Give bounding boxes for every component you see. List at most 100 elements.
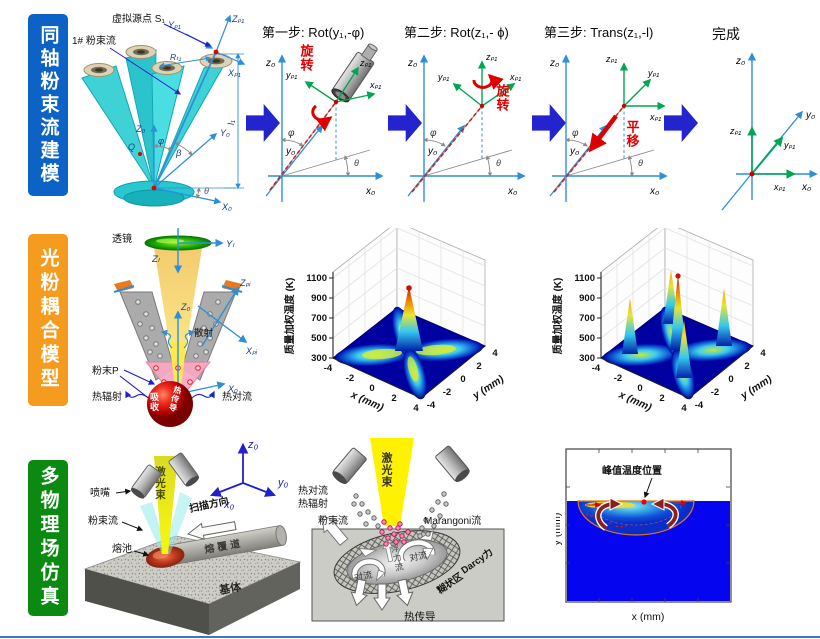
laser-label: 激光束 bbox=[380, 451, 394, 488]
x0-label: x₀ bbox=[365, 186, 375, 197]
ytick: 2 bbox=[476, 361, 481, 372]
done-diagram: z₀ y₀ x₀ zₚ₁ yₚ₁ xₚ₁ bbox=[721, 52, 818, 211]
powder-dots-hot bbox=[379, 519, 411, 547]
y0-label: y₀ bbox=[285, 146, 295, 157]
zpi-label: Zₚᵢ bbox=[239, 278, 251, 288]
powder-label: 粉束流 bbox=[88, 514, 118, 527]
xpi-label: Xₚᵢ bbox=[245, 346, 258, 356]
ztick: 1100 bbox=[574, 273, 595, 284]
done-title: 完成 bbox=[712, 26, 740, 42]
ztick: 700 bbox=[579, 313, 595, 324]
virtual-source-label: 虚拟源点 S₁ bbox=[112, 12, 165, 25]
theta-label: θ bbox=[354, 158, 359, 168]
radiation-loss-label: 热辐射 bbox=[298, 497, 328, 510]
loss-arrow bbox=[321, 515, 349, 546]
rotation-arrow bbox=[311, 104, 333, 132]
center-peak bbox=[395, 286, 423, 351]
laser-beam bbox=[154, 456, 178, 554]
conduction-label: 热传导 bbox=[404, 610, 436, 623]
axis-xo-label: X₀ bbox=[221, 202, 232, 212]
y-tick-labels: -4 -2 0 2 4 bbox=[427, 348, 499, 411]
center-peak bbox=[670, 274, 686, 350]
row1-side-label: 同轴粉束流建模 bbox=[28, 14, 68, 196]
y-axis-label: y (mm) bbox=[470, 373, 507, 403]
virtual-source-leader bbox=[163, 23, 212, 47]
axis-zo-label: Z₀ bbox=[135, 124, 145, 134]
powder-dots-gray bbox=[351, 491, 449, 539]
y0-label: y₀ bbox=[805, 110, 815, 121]
radius-label: Rₜ₁ bbox=[170, 52, 182, 62]
absorb-label: 吸收 bbox=[149, 392, 160, 412]
deposition-figure: 熔覆道 激光束 喷嘴 粉束流 熔池 扫描方向 基体 z₀ x₀ y₀ bbox=[83, 439, 302, 635]
x-axis-label: x (mm) bbox=[348, 388, 386, 414]
axis-xp1-label: Xₚ₁ bbox=[227, 68, 241, 78]
zo-label: Z₀ bbox=[180, 302, 190, 312]
xtick: 0 bbox=[637, 383, 642, 394]
ztick: 900 bbox=[311, 293, 327, 304]
powder-stream-right bbox=[164, 492, 192, 554]
xtick: -4 bbox=[592, 363, 601, 374]
phi-label: φ bbox=[158, 136, 164, 147]
virtual-source-point bbox=[213, 49, 219, 55]
nozzle-right bbox=[435, 445, 470, 483]
coaxial-nozzle-figure: 虚拟源点 S₁ 1# 粉束流 Zₚ₁ Yₚ₁ Xₚ₁ Rₜ₁ φ β Z₀ Q … bbox=[72, 12, 246, 212]
axis-yo-label: Y₀ bbox=[220, 128, 230, 138]
rotation-arrow bbox=[472, 73, 504, 90]
nozzle-axes-lines bbox=[150, 14, 246, 205]
z-tick-labels: 300 500 700 900 1100 bbox=[306, 273, 327, 364]
side-peak-left bbox=[622, 298, 638, 354]
ytick: 4 bbox=[492, 348, 498, 359]
peak-temperature-point bbox=[641, 499, 647, 505]
y0-label: y₀ bbox=[569, 146, 579, 157]
ztick: 700 bbox=[311, 313, 327, 324]
y-tick-labels: -4 -2 0 2 4 bbox=[695, 348, 767, 411]
scatter-label: 散射 bbox=[194, 327, 214, 339]
row3-side-label: 多物理场仿真 bbox=[28, 460, 68, 616]
zp1-label: zₚ₁ bbox=[729, 126, 741, 136]
step2-diagram: z₀ x₀ y₀ φ θ zₚ₁ yₚ₁ xₚ₁ 旋转 bbox=[407, 52, 526, 202]
xtick: 0 bbox=[369, 383, 374, 394]
surface-plot-2: 300 500 700 900 1100 质量加权温度 (K) -4 -2 0 … bbox=[551, 228, 774, 414]
ytick: -4 bbox=[695, 400, 704, 411]
conduction-arrows bbox=[350, 578, 414, 611]
yp1-label: yₚ₁ bbox=[285, 70, 297, 80]
step3-diagram: z₀ x₀ y₀ φ θ zₚ₁ yₚ₁ xₚ₁ 平移 bbox=[549, 54, 668, 202]
x0-label: x₀ bbox=[507, 186, 517, 197]
axis-zp1-label: Zₚ₁ bbox=[231, 14, 244, 24]
x0-label: x₀ bbox=[801, 182, 811, 193]
y-axis-label: y (mm) bbox=[556, 513, 563, 546]
stream-label: 1# 粉束流 bbox=[72, 34, 116, 47]
powder-particle-sphere bbox=[147, 381, 193, 427]
plot-ticks bbox=[566, 449, 730, 602]
theta-label: θ bbox=[204, 186, 209, 196]
step2-title: 第二步: Rot(z₁,- ϕ) bbox=[404, 25, 509, 40]
xtick: -4 bbox=[324, 363, 333, 374]
convection-label: 热对流 bbox=[222, 390, 252, 403]
laser-beam bbox=[370, 438, 414, 526]
xp1-label: xₚ₁ bbox=[649, 112, 661, 122]
stream-leader bbox=[109, 47, 182, 95]
ytick: 4 bbox=[760, 348, 766, 359]
ytick: 2 bbox=[744, 361, 749, 372]
z-ticks bbox=[597, 277, 601, 359]
xtick: -2 bbox=[614, 373, 622, 384]
ytick: -2 bbox=[443, 387, 451, 398]
scan-arrow bbox=[186, 521, 237, 541]
step1-diagram: z₀ x₀ y₀ φ θ zₚ₁ yₚ₁ xₚ₁ 旋转 bbox=[265, 43, 384, 202]
powder-label: 粉末P bbox=[92, 364, 119, 377]
marangoni-label: Marangoni流 bbox=[424, 514, 481, 527]
nozzle-right bbox=[168, 452, 200, 487]
step3-title: 第三步: Trans(z₁,-l) bbox=[544, 25, 654, 40]
yp1-label: yₚ₁ bbox=[783, 140, 795, 150]
rotate-note: 旋转 bbox=[495, 83, 511, 112]
laser-beam-upper bbox=[154, 248, 202, 341]
axis-yp1-label: Yₚ₁ bbox=[168, 20, 181, 30]
xp1-label: xₚ₁ bbox=[773, 182, 785, 192]
powder-label: 粉束流 bbox=[318, 514, 348, 527]
xtick: 2 bbox=[391, 393, 396, 404]
phi-label: φ bbox=[572, 128, 579, 139]
q-point bbox=[138, 152, 142, 156]
x-axis-label: x (mm) bbox=[632, 611, 665, 623]
surface-plot-1: 300 500 700 900 1100 质量加权温度 (K) -4 -2 0 … bbox=[283, 228, 507, 414]
